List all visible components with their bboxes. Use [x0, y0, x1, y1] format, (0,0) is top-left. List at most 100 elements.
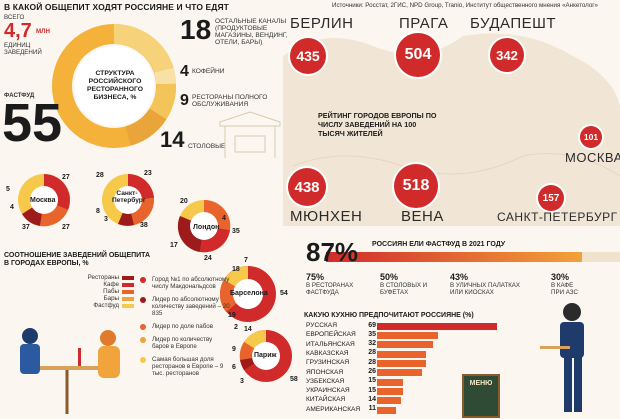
- pie-label: 8: [96, 208, 100, 215]
- cuisine-value: 69: [368, 321, 376, 329]
- pie-label: 58: [290, 376, 298, 383]
- city-bubble-prague: 504: [396, 33, 440, 77]
- fastfood-bar: [326, 250, 620, 264]
- pie-label: 4: [10, 204, 14, 211]
- cuisine-value: 11: [368, 405, 376, 413]
- fact-item: Самая большая доля ресторанов в Европе –…: [140, 356, 230, 377]
- legend-label: Фастфуд: [93, 302, 119, 309]
- cuisine-value: 32: [368, 340, 376, 348]
- city-bubble-vienna: 518: [394, 164, 438, 208]
- pie-label: 2: [234, 324, 238, 331]
- breakdown-label: В КАФЕ ПРИ АЗС: [551, 282, 578, 296]
- menu-board: МЕНЮ: [462, 374, 500, 418]
- pie-label: 37: [22, 224, 30, 231]
- cuisine-bar: [377, 406, 397, 414]
- legend-swatch: [122, 303, 134, 308]
- city-pies: [18, 173, 292, 382]
- europe-legend: Рестораны Кафе Пабы Бары Фастфуд: [72, 274, 134, 309]
- pie-label: 4: [222, 215, 226, 222]
- breakdown-value: 30%: [551, 272, 570, 282]
- page-title: В КАКОЙ ОБЩЕПИТ ХОДЯТ РОССИЯНЕ И ЧТО ЕДЯ…: [4, 2, 229, 12]
- facts-list: Город №1 по абсолютному числу Макдональд…: [140, 276, 230, 377]
- cuisine-value: 28: [368, 349, 376, 357]
- pie-label: 5: [6, 186, 10, 193]
- pie-label: 7: [244, 257, 248, 264]
- pie-label: 27: [62, 174, 70, 181]
- pie-label: 28: [96, 172, 104, 179]
- pie-city-name: Москва: [30, 197, 56, 204]
- cuisine-bar: [377, 332, 438, 340]
- breakdown-label: В РЕСТОРАНАХ ФАСТФУДА: [306, 282, 354, 296]
- breakdown-value: 43%: [450, 272, 469, 282]
- cuisine-bar: [377, 397, 402, 405]
- pie-label: 6: [232, 364, 236, 371]
- pie-city-name: Лондон: [193, 224, 220, 231]
- pie-paris: [239, 329, 292, 382]
- breakdown-value: 75%: [306, 272, 325, 282]
- cuisine-value: 35: [368, 330, 376, 338]
- pie-label: 38: [140, 222, 148, 229]
- cuisine-bar: [377, 341, 433, 349]
- structure-item-label: РЕСТОРАНЫ ПОЛНОГО ОБСЛУЖИВАНИЯ: [192, 94, 268, 108]
- cuisine-row-label: ГРУЗИНСКАЯ: [306, 359, 350, 367]
- fact-item: Город №1 по абсолютному числу Макдональд…: [140, 276, 230, 290]
- cuisine-row-label: КИТАЙСКАЯ: [306, 396, 346, 404]
- cuisine-row-label: РУССКАЯ: [306, 322, 337, 329]
- city-name: ВЕНА: [401, 208, 444, 225]
- legend-label: Кафе: [103, 281, 119, 288]
- cuisine-bar: [377, 322, 497, 330]
- cuisine-row-label: АМЕРИКАНСКАЯ: [306, 405, 361, 413]
- pie-label: 20: [180, 198, 188, 205]
- pie-barcelona: [219, 266, 276, 322]
- legend-swatch: [122, 282, 134, 287]
- city-bubble-budapest: 342: [490, 38, 524, 72]
- cuisine-bar: [377, 360, 426, 367]
- cafe-illustration-icon: [20, 328, 120, 414]
- donut-other-segment: [113, 23, 174, 74]
- sources-note: Источники: Росстат, 2ГИС, NPD Group, Tra…: [332, 2, 598, 9]
- cuisine-heading: КАКУЮ КУХНЮ ПРЕДПОЧИТАЮТ РОССИЯНЕ (%): [304, 312, 474, 319]
- pie-spb: [102, 173, 155, 226]
- legend-label: Рестораны: [87, 274, 119, 281]
- cuisine-row-label: ЕВРОПЕЙСКАЯ: [306, 331, 356, 339]
- total-unit: МЛН: [36, 28, 50, 35]
- structure-item-value: 14: [160, 127, 185, 152]
- pie-label: 24: [204, 255, 212, 262]
- donut-canteens-segment: [124, 108, 167, 146]
- pie-city-name: Санкт-Петербург: [112, 190, 146, 204]
- city-bubble-munich: 438: [288, 168, 326, 206]
- donut-restaurants-segment: [149, 83, 177, 120]
- city-name: БУДАПЕШТ: [470, 15, 557, 32]
- breakdown-label: В СТОЛОВЫХ И БУФЕТАХ: [380, 282, 428, 296]
- cuisine-row-label: ЯПОНСКАЯ: [306, 368, 344, 376]
- pie-label: 54: [280, 290, 288, 297]
- pie-label: 14: [244, 326, 252, 333]
- pie-label: 35: [232, 228, 240, 235]
- structure-item-value: 9: [180, 92, 189, 109]
- europe-map: [283, 33, 620, 226]
- structure-item-label: КОФЕЙНИ: [192, 68, 225, 75]
- fact-item: Лидер по абсолютному количеству заведени…: [140, 296, 230, 317]
- fastfood-2021-value: 87%: [306, 237, 359, 267]
- cuisine-row-label: КАВКАЗСКАЯ: [306, 349, 349, 357]
- total-value: 4,7: [4, 20, 32, 42]
- city-bubble-moscow: 101: [580, 126, 602, 148]
- structure-item-label: ОСТАЛЬНЫЕ КАНАЛЫ (ПРОДУКТОВЫЕ МАГАЗИНЫ, …: [215, 18, 288, 46]
- fastfood-label: ФАСТФУД: [4, 92, 35, 99]
- city-name: ПРАГА: [399, 15, 449, 32]
- cuisine-bar: [377, 369, 423, 377]
- legend-swatch: [122, 289, 134, 294]
- city-name: МЮНХЕН: [290, 208, 363, 225]
- pie-label: 18: [232, 266, 240, 273]
- legend-swatch: [122, 275, 134, 280]
- pie-city-name: Барселона: [230, 290, 268, 297]
- donut-hole: [74, 46, 154, 126]
- fastfood-2021-label: РОССИЯН ЕЛИ ФАСТФУД В 2021 ГОДУ: [372, 241, 506, 248]
- fact-item: Лидер по доле пабов: [140, 323, 230, 330]
- waiter-illustration-icon: [540, 303, 584, 412]
- city-bubble-spb: 157: [538, 185, 564, 211]
- pie-label: 17: [170, 242, 178, 249]
- pie-label: 3: [104, 216, 108, 223]
- city-bubble-berlin: 435: [290, 38, 326, 74]
- legend-label: Пабы: [103, 288, 119, 295]
